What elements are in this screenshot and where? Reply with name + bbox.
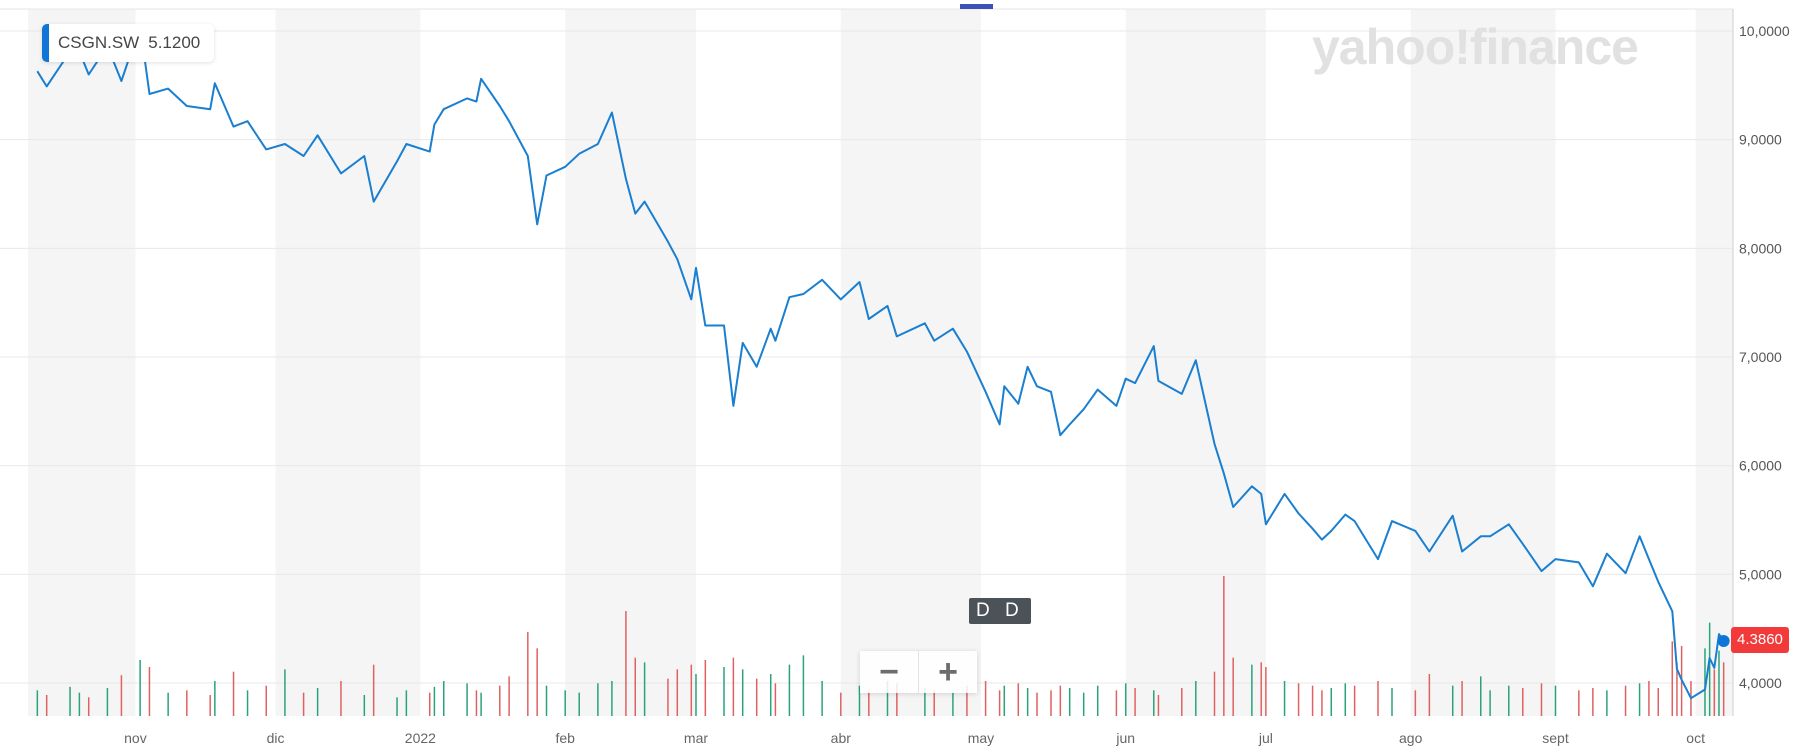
y-tick-label: 10,0000 [1739, 23, 1790, 39]
month-bands [28, 9, 1733, 716]
gridlines [0, 30, 1733, 684]
last-price-tag: 4.3860 [1731, 627, 1789, 653]
month-band [1695, 9, 1733, 716]
volume-bars [36, 576, 1725, 716]
dividend-event-badge[interactable]: D D [969, 598, 1031, 624]
x-axis-ticks: nov dic 2022 feb mar abr may jun jul ago sept oct [124, 730, 1705, 746]
y-tick-label: 9,0000 [1739, 132, 1782, 148]
legend-value: 5.1200 [148, 33, 201, 52]
y-tick-label: 4,0000 [1739, 675, 1782, 691]
legend-symbol: CSGN.SW [58, 33, 140, 52]
month-band [275, 9, 421, 716]
x-tick-label: jun [1115, 730, 1135, 746]
x-tick-label: ago [1399, 730, 1423, 746]
y-axis-ticks: 10,0000 9,0000 8,0000 7,0000 6,0000 5,0000 4,0… [1739, 23, 1790, 691]
x-tick-label: oct [1686, 730, 1705, 746]
month-band [28, 9, 136, 716]
last-price-dot [1717, 635, 1730, 648]
x-tick-label: 2022 [405, 730, 436, 746]
x-tick-label: abr [831, 730, 852, 746]
x-tick-label: may [968, 730, 994, 746]
month-band [565, 9, 696, 716]
x-tick-label: nov [124, 730, 147, 746]
legend: CSGN.SW 5.1200 [42, 24, 215, 62]
zoom-in-button[interactable]: + [918, 651, 977, 693]
month-band [840, 9, 981, 716]
y-tick-label: 6,0000 [1739, 458, 1782, 474]
y-tick-label: 8,0000 [1739, 240, 1782, 256]
x-tick-label: sept [1542, 730, 1569, 746]
y-tick-label: 5,0000 [1739, 566, 1782, 582]
yahoo-finance-logo: yahoo!finance [1312, 19, 1639, 75]
legend-color-stripe [42, 24, 49, 62]
y-tick-label: 7,0000 [1739, 349, 1782, 365]
x-tick-label: mar [684, 730, 708, 746]
month-band [1410, 9, 1556, 716]
x-tick-label: dic [267, 730, 285, 746]
x-tick-label: jul [1258, 730, 1273, 746]
range-indicator [960, 4, 993, 9]
zoom-controls: − + [860, 651, 977, 693]
zoom-out-button[interactable]: − [879, 652, 899, 691]
price-line [36, 24, 1725, 700]
x-tick-label: feb [555, 730, 575, 746]
